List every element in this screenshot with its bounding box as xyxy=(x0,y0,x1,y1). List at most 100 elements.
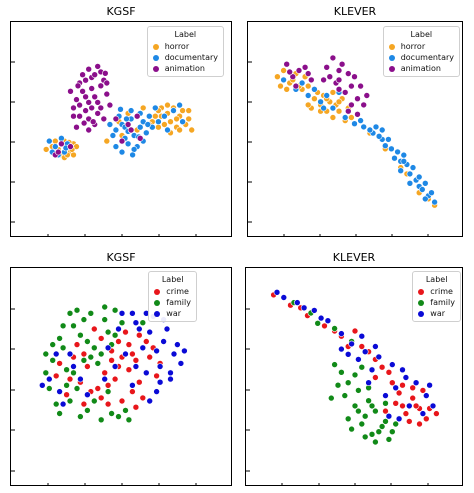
data-point xyxy=(73,123,80,131)
data-point xyxy=(360,123,367,131)
data-point xyxy=(348,340,355,348)
data-point xyxy=(416,420,423,428)
series-crime xyxy=(52,325,164,411)
data-point xyxy=(45,137,53,145)
data-point xyxy=(372,407,379,415)
legend-swatch xyxy=(154,299,161,306)
data-point xyxy=(129,350,136,358)
data-point xyxy=(152,104,159,112)
chart-title: KGSF xyxy=(106,251,136,264)
plot-area xyxy=(245,267,463,486)
data-point xyxy=(133,112,141,120)
data-point xyxy=(82,76,89,84)
legend-item: animation xyxy=(152,63,218,74)
data-point xyxy=(361,348,369,355)
data-point xyxy=(111,363,119,370)
data-point xyxy=(188,126,195,134)
data-point xyxy=(56,410,63,417)
legend-swatch xyxy=(152,65,159,72)
data-point xyxy=(125,416,133,424)
legend-item: war xyxy=(418,308,455,319)
data-point xyxy=(79,71,86,79)
data-point xyxy=(320,76,327,84)
series-family xyxy=(42,303,147,424)
legend-swatch xyxy=(418,299,425,306)
data-point xyxy=(300,304,308,312)
data-point xyxy=(382,418,389,425)
data-point xyxy=(136,378,143,386)
chart-panel-klever-genre: KLEVER Label horror documentary animatio… xyxy=(237,0,474,247)
data-point xyxy=(76,112,83,120)
data-point xyxy=(176,126,183,134)
data-point xyxy=(397,167,404,174)
data-point xyxy=(385,412,393,420)
data-point xyxy=(406,170,414,178)
data-point xyxy=(338,369,345,376)
series-documentary xyxy=(280,76,438,206)
data-point xyxy=(355,407,362,415)
data-point xyxy=(139,104,147,112)
data-point xyxy=(56,335,63,342)
legend-label: horror xyxy=(400,42,426,51)
data-point xyxy=(433,410,440,417)
data-point xyxy=(146,397,153,405)
data-point xyxy=(101,316,108,323)
legend: Label horror documentary animation xyxy=(146,26,224,77)
data-point xyxy=(286,68,294,76)
data-point xyxy=(422,195,429,203)
data-point xyxy=(115,338,122,345)
legend-title: Label xyxy=(425,275,448,284)
data-point xyxy=(280,76,287,84)
data-point xyxy=(389,428,396,435)
data-point xyxy=(326,73,334,81)
chart-title: KLEVER xyxy=(333,5,377,18)
legend-swatch xyxy=(418,310,425,317)
data-point xyxy=(341,89,349,96)
data-point xyxy=(392,420,399,428)
data-point xyxy=(335,86,343,93)
data-point xyxy=(63,382,70,389)
data-point xyxy=(304,82,312,90)
data-point xyxy=(317,314,325,322)
data-point xyxy=(311,86,318,93)
data-point xyxy=(335,98,343,106)
data-point xyxy=(348,114,355,121)
data-point xyxy=(80,316,88,323)
data-point xyxy=(382,400,389,407)
data-point xyxy=(320,104,327,112)
data-point xyxy=(323,63,330,71)
data-point xyxy=(80,357,88,364)
scatter-plot xyxy=(246,288,440,485)
data-point xyxy=(91,71,98,79)
legend-title: Label xyxy=(410,30,433,39)
data-point xyxy=(139,394,147,402)
data-point xyxy=(426,381,433,389)
data-point xyxy=(117,106,124,113)
data-point xyxy=(70,151,77,159)
data-point xyxy=(283,86,291,93)
data-point xyxy=(412,402,420,410)
data-point xyxy=(388,145,395,153)
data-point xyxy=(103,137,111,145)
data-point xyxy=(354,111,361,118)
data-point xyxy=(345,107,352,115)
data-point xyxy=(372,123,380,131)
data-point xyxy=(59,400,67,408)
legend-item: war xyxy=(154,308,191,319)
data-point xyxy=(87,353,95,361)
data-point xyxy=(118,137,126,145)
data-point xyxy=(304,92,312,99)
data-point xyxy=(389,379,396,386)
data-point xyxy=(97,104,105,112)
data-point xyxy=(399,381,406,389)
data-point xyxy=(170,107,177,114)
data-point xyxy=(167,369,174,377)
data-point xyxy=(56,388,63,395)
data-point xyxy=(52,372,60,380)
data-point xyxy=(361,433,369,441)
data-point xyxy=(311,307,318,314)
data-point xyxy=(115,325,122,333)
chart-title: KLEVER xyxy=(332,251,376,264)
data-point xyxy=(170,350,178,358)
data-point xyxy=(74,82,82,90)
